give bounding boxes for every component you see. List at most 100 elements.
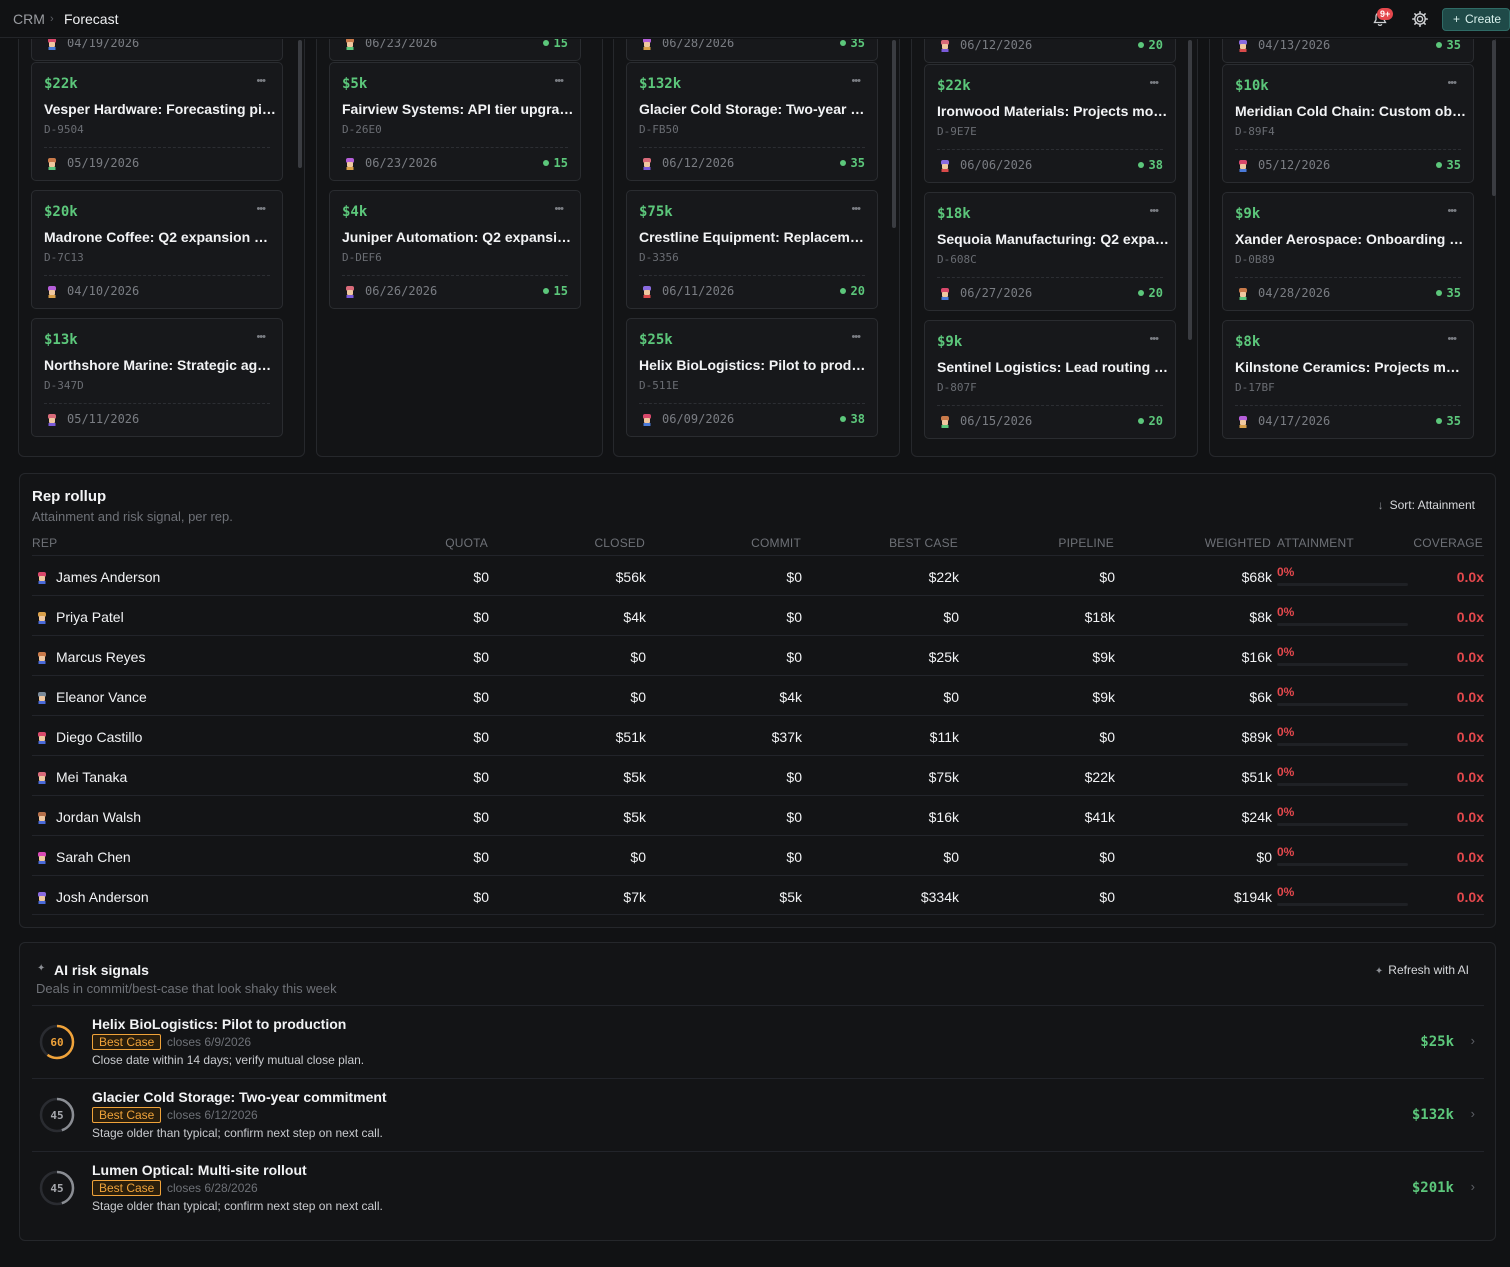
close-date: 04/10/2026 — [67, 284, 140, 298]
close-date: 06/15/2026 — [960, 414, 1033, 428]
more-icon[interactable]: ••• — [1447, 205, 1457, 217]
close-date: closes 6/12/2026 — [167, 1108, 258, 1122]
table-row[interactable]: Mei Tanaka $0 $5k $0 $75k $22k $51k 0% 0… — [32, 755, 1484, 795]
more-icon[interactable]: ••• — [256, 331, 266, 343]
owner-avatar-icon — [48, 286, 56, 298]
risk-item[interactable]: 45 Lumen Optical: Multi-site rollout Bes… — [32, 1151, 1484, 1224]
deal-card[interactable]: $10k ••• Meridian Cold Chain: Custom obj… — [1222, 64, 1474, 183]
status-dot-icon — [542, 40, 549, 46]
deal-score: 35 — [1435, 414, 1461, 428]
deal-card[interactable]: ••• 04/13/2026 35 — [1222, 39, 1474, 63]
refresh-label: Refresh with AI — [1388, 963, 1469, 977]
rep-name: Jordan Walsh — [56, 809, 142, 825]
deal-card[interactable]: $9k ••• Xander Aerospace: Onboarding + .… — [1222, 192, 1474, 311]
table-row[interactable]: Diego Castillo $0 $51k $37k $11k $0 $89k… — [32, 715, 1484, 755]
column-scrollbar[interactable] — [1188, 40, 1192, 340]
more-icon[interactable]: ••• — [1447, 333, 1457, 345]
more-icon[interactable]: ••• — [851, 331, 861, 343]
header-weighted: WEIGHTED — [1204, 536, 1271, 550]
deal-amount: $20k — [44, 204, 78, 220]
table-row[interactable]: James Anderson $0 $56k $0 $22k $0 $68k 0… — [32, 555, 1484, 595]
table-row[interactable]: Marcus Reyes $0 $0 $0 $25k $9k $16k 0% 0… — [32, 635, 1484, 675]
closed-value: $0 — [630, 849, 646, 865]
deal-card[interactable]: $13k ••• Northshore Marine: Strategic ag… — [31, 318, 283, 437]
attainment-value: 0% — [1277, 765, 1295, 779]
deal-card[interactable]: ••• 06/28/2026 35 — [626, 39, 878, 61]
table-row[interactable]: Jordan Walsh $0 $5k $0 $16k $41k $24k 0%… — [32, 795, 1484, 835]
more-icon[interactable]: ••• — [1149, 205, 1159, 217]
deal-card[interactable]: $8k ••• Kilnstone Ceramics: Projects mod… — [1222, 320, 1474, 439]
chevron-right-icon[interactable]: › — [1470, 1033, 1475, 1048]
more-icon[interactable]: ••• — [1447, 77, 1457, 89]
stage-badge: Best Case — [92, 1180, 162, 1196]
coverage-value: 0.0x — [1456, 849, 1484, 865]
more-icon[interactable]: ••• — [554, 203, 564, 215]
deal-score: 38 — [1137, 158, 1163, 172]
commit-value: $0 — [786, 769, 802, 785]
risk-deal-title[interactable]: Helix BioLogistics: Pilot to production — [92, 1016, 347, 1032]
status-dot-icon — [839, 416, 846, 422]
table-row[interactable]: Eleanor Vance $0 $0 $4k $0 $9k $6k 0% 0.… — [32, 675, 1484, 715]
risk-deal-title[interactable]: Lumen Optical: Multi-site rollout — [92, 1162, 307, 1178]
deal-card[interactable]: ••• 06/12/2026 20 — [924, 39, 1176, 63]
best-case-value: $16k — [928, 809, 959, 825]
pipeline-value: $9k — [1092, 689, 1115, 705]
create-button[interactable]: + Create — [1442, 8, 1510, 31]
sort-arrow-icon: ↓ — [1377, 498, 1384, 512]
breadcrumb-crm[interactable]: CRM — [13, 11, 45, 27]
risk-item[interactable]: 45 Glacier Cold Storage: Two-year commit… — [32, 1078, 1484, 1151]
chevron-right-icon[interactable]: › — [1470, 1106, 1475, 1121]
more-icon[interactable]: ••• — [851, 203, 861, 215]
deal-title: Northshore Marine: Strategic agre... — [44, 357, 276, 373]
refresh-with-ai-button[interactable]: ✦ Refresh with AI — [1375, 963, 1469, 977]
deal-card[interactable]: $4k ••• Juniper Automation: Q2 expansion… — [329, 190, 581, 309]
deal-card[interactable]: $132k ••• Glacier Cold Storage: Two-year… — [626, 62, 878, 181]
deal-score-value: 38 — [1148, 158, 1163, 172]
column-scrollbar[interactable] — [1492, 40, 1496, 196]
sort-button[interactable]: ↓ Sort: Attainment — [1378, 498, 1475, 512]
close-date: 06/26/2026 — [365, 284, 438, 298]
table-row[interactable]: Sarah Chen $0 $0 $0 $0 $0 $0 0% 0.0x — [32, 835, 1484, 875]
deal-card[interactable]: $9k ••• Sentinel Logistics: Lead routing… — [924, 320, 1176, 439]
create-label: Create — [1465, 12, 1502, 26]
deal-title: Xander Aerospace: Onboarding + ... — [1235, 231, 1467, 247]
deal-card[interactable]: $22k ••• Ironwood Materials: Projects mo… — [924, 64, 1176, 183]
column-scrollbar[interactable] — [298, 40, 302, 168]
deal-card[interactable]: ••• 04/19/2026 — [31, 39, 283, 61]
risk-item[interactable]: 60 Helix BioLogistics: Pilot to producti… — [32, 1005, 1484, 1078]
more-icon[interactable]: ••• — [851, 75, 861, 87]
table-row[interactable]: Josh Anderson $0 $7k $5k $334k $0 $194k … — [32, 875, 1484, 915]
rollup-subtitle: Attainment and risk signal, per rep. — [32, 509, 233, 524]
column-scrollbar[interactable] — [892, 40, 896, 228]
more-icon[interactable]: ••• — [256, 75, 266, 87]
more-icon[interactable]: ••• — [1149, 77, 1159, 89]
risk-deal-title[interactable]: Glacier Cold Storage: Two-year commitmen… — [92, 1089, 387, 1105]
deal-card[interactable]: $18k ••• Sequoia Manufacturing: Q2 expan… — [924, 192, 1176, 311]
deal-card[interactable]: $22k ••• Vesper Hardware: Forecasting pi… — [31, 62, 283, 181]
close-date: 06/06/2026 — [960, 158, 1033, 172]
risk-score: 45 — [50, 1182, 63, 1195]
gear-icon[interactable] — [1411, 10, 1429, 28]
deal-card[interactable]: $5k ••• Fairview Systems: API tier upgra… — [329, 62, 581, 181]
deal-score-value: 15 — [553, 156, 568, 170]
weighted-value: $24k — [1241, 809, 1272, 825]
table-row[interactable]: Priya Patel $0 $4k $0 $0 $18k $8k 0% 0.0… — [32, 595, 1484, 635]
card-divider — [639, 147, 865, 148]
deal-card[interactable]: $25k ••• Helix BioLogistics: Pilot to pr… — [626, 318, 878, 437]
chevron-right-icon[interactable]: › — [1470, 1179, 1475, 1194]
deal-card[interactable]: ••• 06/23/2026 15 — [329, 39, 581, 61]
more-icon[interactable]: ••• — [554, 75, 564, 87]
rollup-title: Rep rollup — [32, 488, 107, 505]
more-icon[interactable]: ••• — [1149, 333, 1159, 345]
attainment-value: 0% — [1277, 605, 1295, 619]
commit-value: $5k — [779, 889, 802, 905]
close-date: 05/19/2026 — [67, 156, 140, 170]
close-date: 04/17/2026 — [1258, 414, 1331, 428]
deal-card[interactable]: $20k ••• Madrone Coffee: Q2 expansion — … — [31, 190, 283, 309]
deal-amount: $22k — [44, 76, 78, 92]
more-icon[interactable]: ••• — [256, 203, 266, 215]
deal-card[interactable]: $75k ••• Crestline Equipment: Replacemen… — [626, 190, 878, 309]
weighted-value: $51k — [1241, 769, 1272, 785]
weighted-value: $0 — [1256, 849, 1272, 865]
pipeline-value: $0 — [1099, 849, 1115, 865]
